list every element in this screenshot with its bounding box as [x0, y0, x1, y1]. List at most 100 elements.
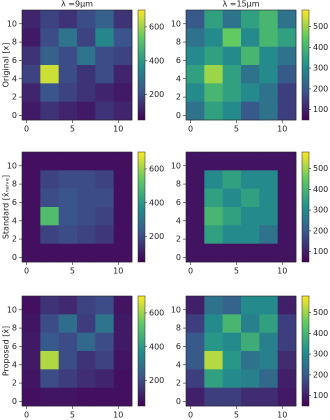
pixel-cell	[277, 188, 297, 208]
x-tick-label: 5	[234, 411, 239, 420]
x-tick-label: 5	[70, 125, 75, 134]
colorbar-tick-label: 300	[313, 64, 328, 73]
pixel-cell	[22, 83, 41, 102]
pixel-cell	[241, 225, 260, 244]
colorbar-tick-label: 600	[149, 22, 164, 31]
pixel-cell	[222, 46, 242, 66]
y-tick-label: 4	[12, 360, 17, 369]
colorbar-tick-label: 400	[313, 329, 328, 338]
frame	[185, 295, 297, 407]
pixel-cell	[277, 152, 297, 171]
pixel-cell	[277, 369, 297, 388]
colorbar-tick-label: 200	[313, 84, 328, 93]
pixel-cell	[277, 332, 297, 352]
pixel-cell	[277, 170, 297, 189]
pixel-cell	[95, 314, 114, 333]
pixel-cell	[77, 387, 96, 407]
x-tick-label: 5	[234, 267, 239, 276]
pixel-cell	[113, 65, 133, 84]
colorbar-tick-label: 300	[313, 206, 328, 215]
pixel-cell	[222, 225, 242, 244]
pixel-cell	[186, 243, 205, 263]
pixel-cell	[22, 351, 41, 370]
pixel-cell	[58, 83, 78, 102]
pixel-cell	[241, 243, 260, 263]
pixel-cell	[186, 332, 205, 352]
pixel-cell	[22, 65, 41, 84]
pixel-cell	[241, 188, 260, 208]
y-tick-label: 2	[176, 379, 181, 388]
pixel-cell	[95, 188, 114, 208]
pixel-cell	[113, 314, 133, 333]
pixel-cell	[77, 351, 96, 370]
pixel-cell	[186, 83, 205, 102]
pixel-cell	[77, 152, 96, 171]
y-tick-label: 8	[12, 324, 17, 333]
y-axis-label: Proposed [x̂]	[1, 326, 11, 376]
y-tick-label: 0	[176, 397, 181, 406]
y-tick-label: 2	[12, 379, 17, 388]
pixel-cell	[77, 46, 96, 66]
y-tick-label: 6	[12, 342, 17, 351]
pixel-cell	[222, 351, 242, 370]
frame	[185, 9, 297, 121]
y-tick-label: 10	[171, 19, 181, 28]
x-tick-label: 5	[70, 411, 75, 420]
pixel-cell	[113, 243, 133, 263]
pixel-cell	[277, 10, 297, 29]
colorbar	[301, 9, 310, 121]
pixel-cell	[186, 369, 205, 388]
colorbar-tick-label: 200	[149, 376, 164, 385]
pixel-cell	[222, 314, 242, 333]
colorbar-tick-label: 400	[149, 342, 164, 351]
pixel-cell	[95, 243, 114, 263]
pixel-cell	[113, 152, 133, 171]
pixel-cell	[58, 28, 78, 47]
y-tick-label: 10	[171, 305, 181, 314]
pixel-cell	[241, 65, 260, 84]
pixel-cell	[259, 225, 278, 244]
pixel-cell	[259, 207, 278, 226]
pixel-cell	[95, 296, 114, 315]
colorbar	[301, 295, 310, 407]
pixel-cell	[222, 10, 242, 29]
pixel-cell	[22, 152, 41, 171]
pixel-cell	[22, 332, 41, 352]
pixel-cell	[95, 332, 114, 352]
pixel-cell	[95, 225, 114, 244]
pixel-cell	[277, 351, 297, 370]
x-tick-label: 5	[70, 267, 75, 276]
y-tick-label: 6	[176, 342, 181, 351]
colorbar-tick-label: 300	[313, 350, 328, 359]
pixel-cell	[113, 46, 133, 66]
pixel-cell	[186, 65, 205, 84]
pixel-cell	[77, 225, 96, 244]
pixel-cell	[277, 387, 297, 407]
pixel-cell	[40, 152, 59, 171]
pixel-cell	[204, 387, 223, 407]
pixel-cell	[58, 296, 78, 315]
pixel-cell	[58, 46, 78, 66]
pixel-cell	[95, 369, 114, 388]
y-tick-label: 4	[12, 216, 17, 225]
pixel-cell	[241, 28, 260, 47]
colorbar-tick-label: 600	[149, 164, 164, 173]
pixel-cell	[40, 101, 59, 121]
y-tick-label: 10	[7, 19, 17, 28]
pixel-cell	[259, 10, 278, 29]
y-tick-label: 6	[12, 56, 17, 65]
pixel-cell	[204, 369, 223, 388]
y-tick-label: 4	[176, 74, 181, 83]
panel-title: λ =9μm	[61, 0, 93, 9]
pixel-cell	[259, 243, 278, 263]
pixel-cell	[77, 369, 96, 388]
pixel-cell	[277, 28, 297, 47]
pixel-cell	[40, 46, 59, 66]
y-tick-label: 4	[176, 216, 181, 225]
pixel-cell	[222, 369, 242, 388]
pixel-cell	[77, 101, 96, 121]
y-tick-label: 10	[171, 161, 181, 170]
pixel-cell	[186, 10, 205, 29]
pixel-cell	[77, 10, 96, 29]
